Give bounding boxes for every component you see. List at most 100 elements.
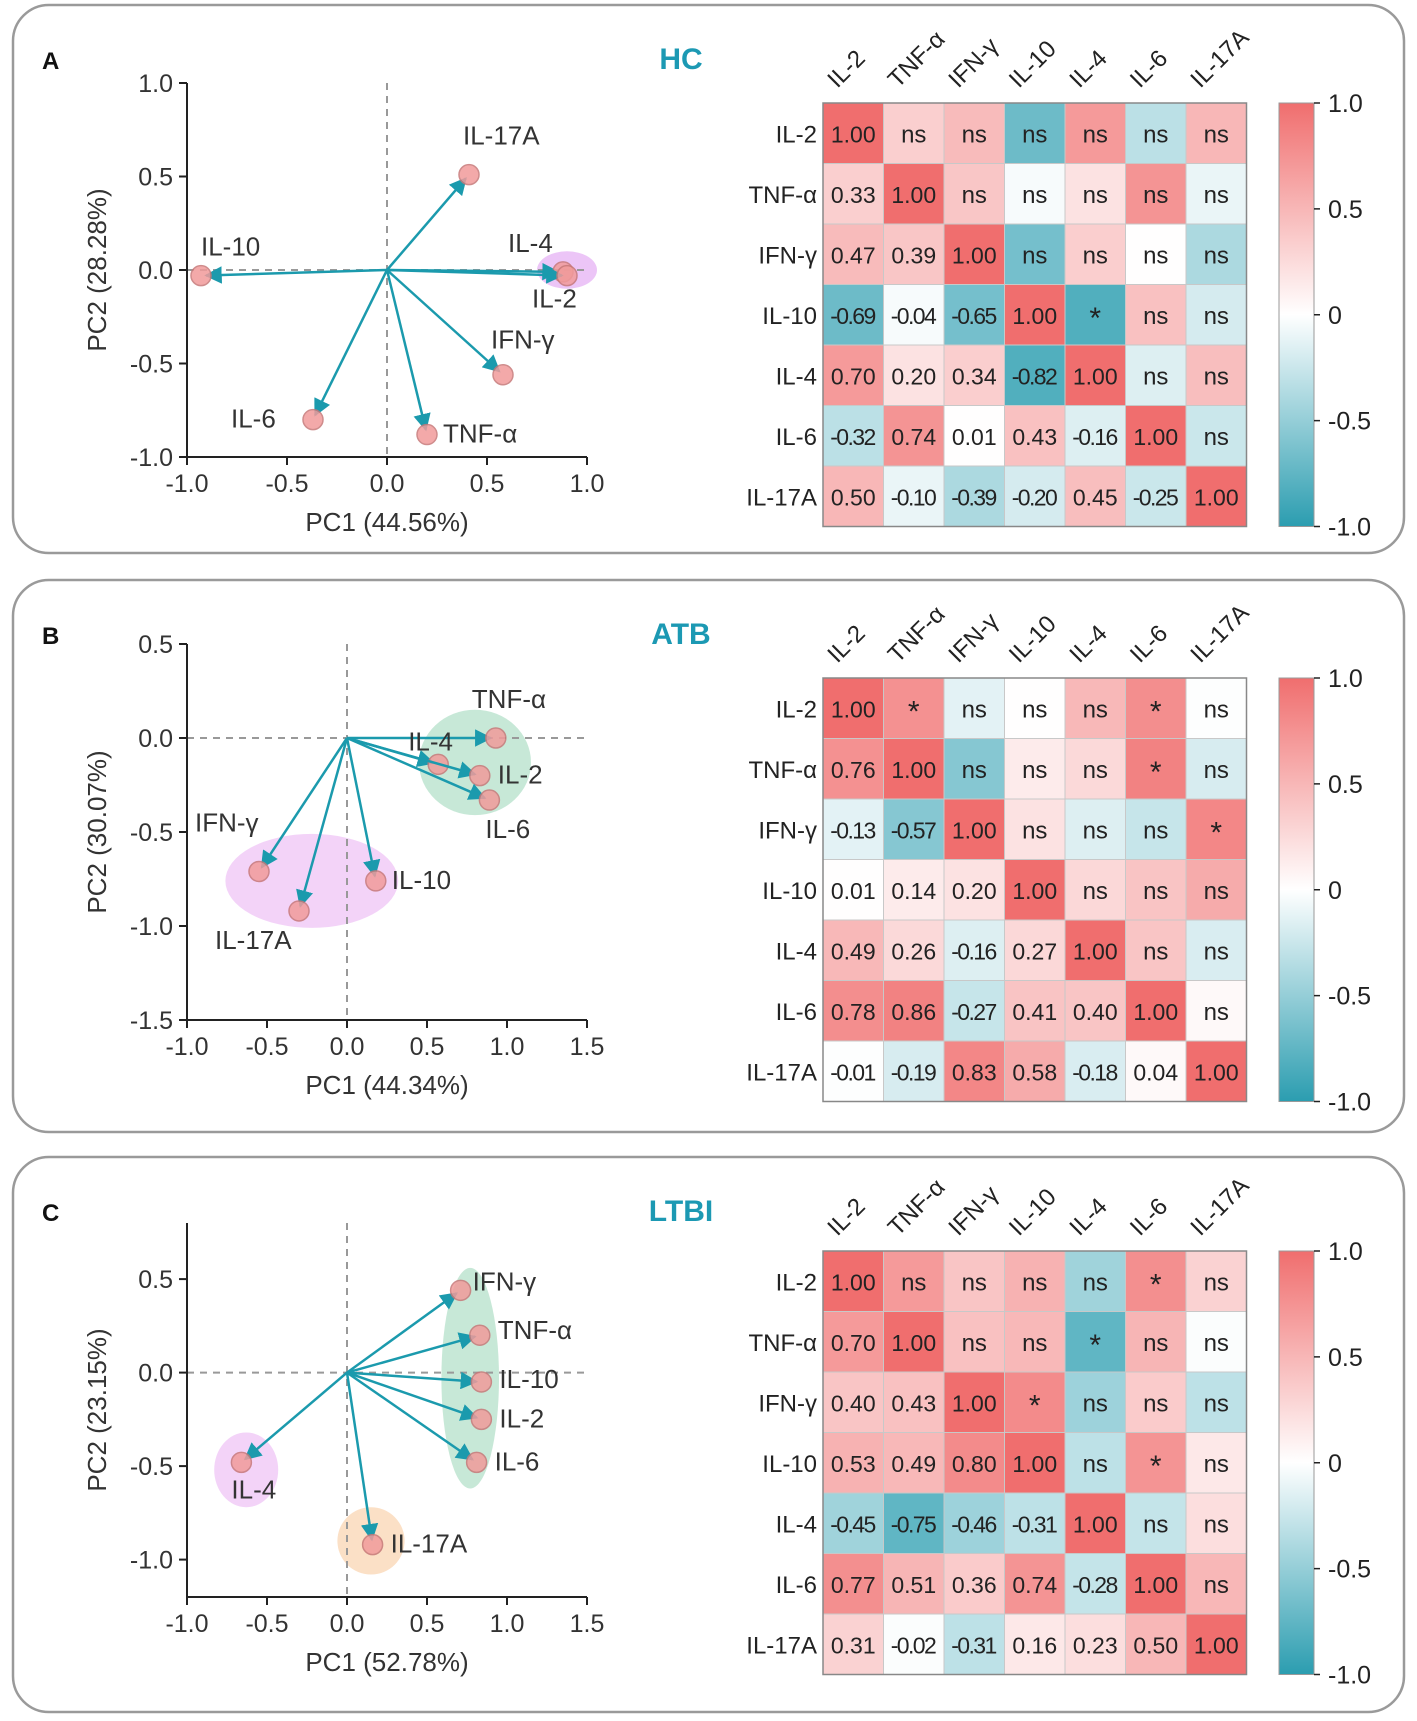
panel-C: C LTBI -1.0 -0.5 0.0 0.5 1.0 1.5 -1.0 -0.5 0.0 0.5 P… bbox=[11, 1155, 1406, 1714]
heatmap-cell-text: 0.26 bbox=[891, 938, 936, 964]
point-label: IL-2 bbox=[498, 760, 543, 790]
heatmap-cell bbox=[1004, 223, 1066, 285]
heatmap-cell-text: -0.82 bbox=[1012, 363, 1058, 389]
heatmap-cell-text: 0.77 bbox=[831, 1572, 876, 1598]
heatmap-row-label: TNF-α bbox=[748, 757, 817, 784]
heatmap-border bbox=[822, 1250, 1248, 1676]
pca-plot: -1.0 -0.5 0.0 0.5 1.0 1.5 -1.0 -0.5 0.0 0.5 PC1 (5… bbox=[82, 1223, 604, 1677]
heatmap-cell-text: 0.43 bbox=[1012, 424, 1057, 450]
heatmap-cell-text: 0.04 bbox=[1133, 1059, 1178, 1085]
heatmap-cell-text: ns bbox=[1204, 303, 1229, 330]
y-tick-label: -0.5 bbox=[130, 351, 173, 379]
loading-arrow bbox=[346, 1332, 477, 1374]
heatmap-cell bbox=[1125, 223, 1187, 285]
heatmap-cell-text: 1.00 bbox=[831, 121, 876, 147]
loading-arrow bbox=[385, 269, 431, 432]
heatmap-cell-text: * bbox=[1150, 1450, 1162, 1483]
heatmap-cell-text: 1.00 bbox=[1073, 1511, 1118, 1537]
point-label: IL-17A bbox=[391, 1529, 468, 1559]
heatmap-cell-text: * bbox=[1089, 1329, 1101, 1362]
variable-point bbox=[230, 1451, 253, 1474]
point-label: IL-10 bbox=[201, 232, 260, 262]
heatmap-cell bbox=[1185, 284, 1247, 346]
heatmap-cell bbox=[1185, 677, 1247, 739]
heatmap-cell-text: -0.46 bbox=[951, 1511, 997, 1537]
heatmap-cell-text: ns bbox=[1022, 696, 1047, 723]
heatmap-row-label: IL-6 bbox=[776, 999, 817, 1026]
loading-arrow bbox=[314, 269, 389, 417]
heatmap-cell-text: 1.00 bbox=[1012, 1451, 1057, 1477]
heatmap-cell-text: * bbox=[1150, 695, 1162, 728]
heatmap-cell-text: ns bbox=[1204, 696, 1229, 723]
heatmap-cell-text: 1.00 bbox=[891, 182, 936, 208]
heatmap-cell-text: 1.00 bbox=[1133, 424, 1178, 450]
heatmap-row-label: IL-2 bbox=[776, 696, 817, 723]
heatmap-row-label: TNF-α bbox=[748, 182, 817, 209]
heatmap-cell bbox=[1004, 1371, 1066, 1433]
heatmap-cell-text: 0.23 bbox=[1073, 1632, 1118, 1658]
heatmap-cell bbox=[1064, 1492, 1126, 1554]
heatmap-cell bbox=[1185, 1553, 1247, 1615]
heatmap-cell-text: ns bbox=[1204, 878, 1229, 905]
variable-point bbox=[478, 789, 501, 811]
heatmap-cell bbox=[1064, 223, 1126, 285]
variable-point bbox=[492, 363, 514, 386]
heatmap-row-label: IL-4 bbox=[776, 1511, 817, 1538]
heatmap-cell-text: ns bbox=[1083, 1451, 1108, 1478]
colorbar-tick-label: 1.0 bbox=[1328, 90, 1363, 118]
heatmap-cell bbox=[883, 919, 945, 981]
heatmap-cell-text: ns bbox=[1143, 242, 1168, 269]
y-axis-label: PC2 (30.07%) bbox=[82, 750, 112, 913]
heatmap-cell-text: 0.76 bbox=[831, 757, 876, 783]
heatmap-cell bbox=[1185, 163, 1247, 225]
pca-plot: -1.0 -0.5 0.0 0.5 1.0 -1.0 -0.5 0.0 0.5 1.0 PC1 (4… bbox=[82, 70, 604, 537]
y-tick-label: 0.0 bbox=[138, 725, 173, 753]
heatmap-cell bbox=[1064, 284, 1126, 346]
heatmap-cell-text: 0.40 bbox=[831, 1390, 876, 1416]
heatmap-row-label: IFN-γ bbox=[758, 242, 817, 269]
variable-point bbox=[416, 423, 438, 446]
heatmap-cell-text: ns bbox=[1083, 121, 1108, 148]
heatmap-cell-text: 1.00 bbox=[1073, 938, 1118, 964]
heatmap-border bbox=[822, 677, 1248, 1103]
heatmap-cell bbox=[822, 1492, 884, 1554]
heatmap-cell-text: ns bbox=[1022, 182, 1047, 209]
heatmap-cell bbox=[1064, 1553, 1126, 1615]
heatmap-row-label: IL-6 bbox=[776, 1572, 817, 1599]
colorbar-tick-label: 0 bbox=[1328, 302, 1342, 330]
heatmap-cell-text: 1.00 bbox=[831, 696, 876, 722]
heatmap-cell-text: -0.31 bbox=[1012, 1511, 1058, 1537]
variable-point bbox=[458, 163, 480, 186]
y-tick-label: 0.5 bbox=[138, 164, 173, 192]
heatmap-cell-text: 0.51 bbox=[891, 1572, 936, 1598]
heatmap-cell-text: -0.45 bbox=[830, 1511, 876, 1537]
panel-label: A bbox=[42, 48, 59, 75]
variable-point bbox=[449, 1279, 472, 1302]
y-tick-label: -1.0 bbox=[130, 444, 173, 472]
heatmap-cell-text: ns bbox=[1083, 1390, 1108, 1417]
heatmap-cell-text: * bbox=[1089, 302, 1101, 335]
heatmap-cell-text: -0.69 bbox=[830, 303, 876, 329]
heatmap-cell bbox=[1004, 284, 1066, 346]
colorbar: 1.0 0.5 0 -0.5 -1.0 bbox=[1278, 90, 1371, 542]
heatmap-cell-text: ns bbox=[1022, 1330, 1047, 1357]
heatmap-cell-text: ns bbox=[1204, 1330, 1229, 1357]
panel-label: B bbox=[42, 623, 59, 650]
heatmap-cell bbox=[883, 163, 945, 225]
point-label: IFN-γ bbox=[491, 325, 555, 355]
colorbar-tick-label: 0 bbox=[1328, 1450, 1342, 1478]
loading-arrow bbox=[345, 1372, 379, 1542]
heatmap-border bbox=[822, 102, 1248, 528]
heatmap-cell-text: ns bbox=[1204, 1390, 1229, 1417]
heatmap-cell-text: ns bbox=[1022, 817, 1047, 844]
heatmap-cell bbox=[1185, 798, 1247, 860]
loading-arrow bbox=[260, 737, 349, 869]
heatmap-cell-text: * bbox=[1210, 816, 1222, 849]
x-axis-label: PC1 (44.56%) bbox=[305, 507, 468, 537]
heatmap-cell-text: -0.13 bbox=[830, 817, 876, 843]
heatmap-cell bbox=[1125, 1040, 1187, 1102]
colorbar-tick-label: -1.0 bbox=[1328, 514, 1371, 542]
heatmap-cell bbox=[943, 465, 1005, 527]
heatmap-cell bbox=[1185, 405, 1247, 467]
point-label: IL-2 bbox=[532, 284, 577, 314]
